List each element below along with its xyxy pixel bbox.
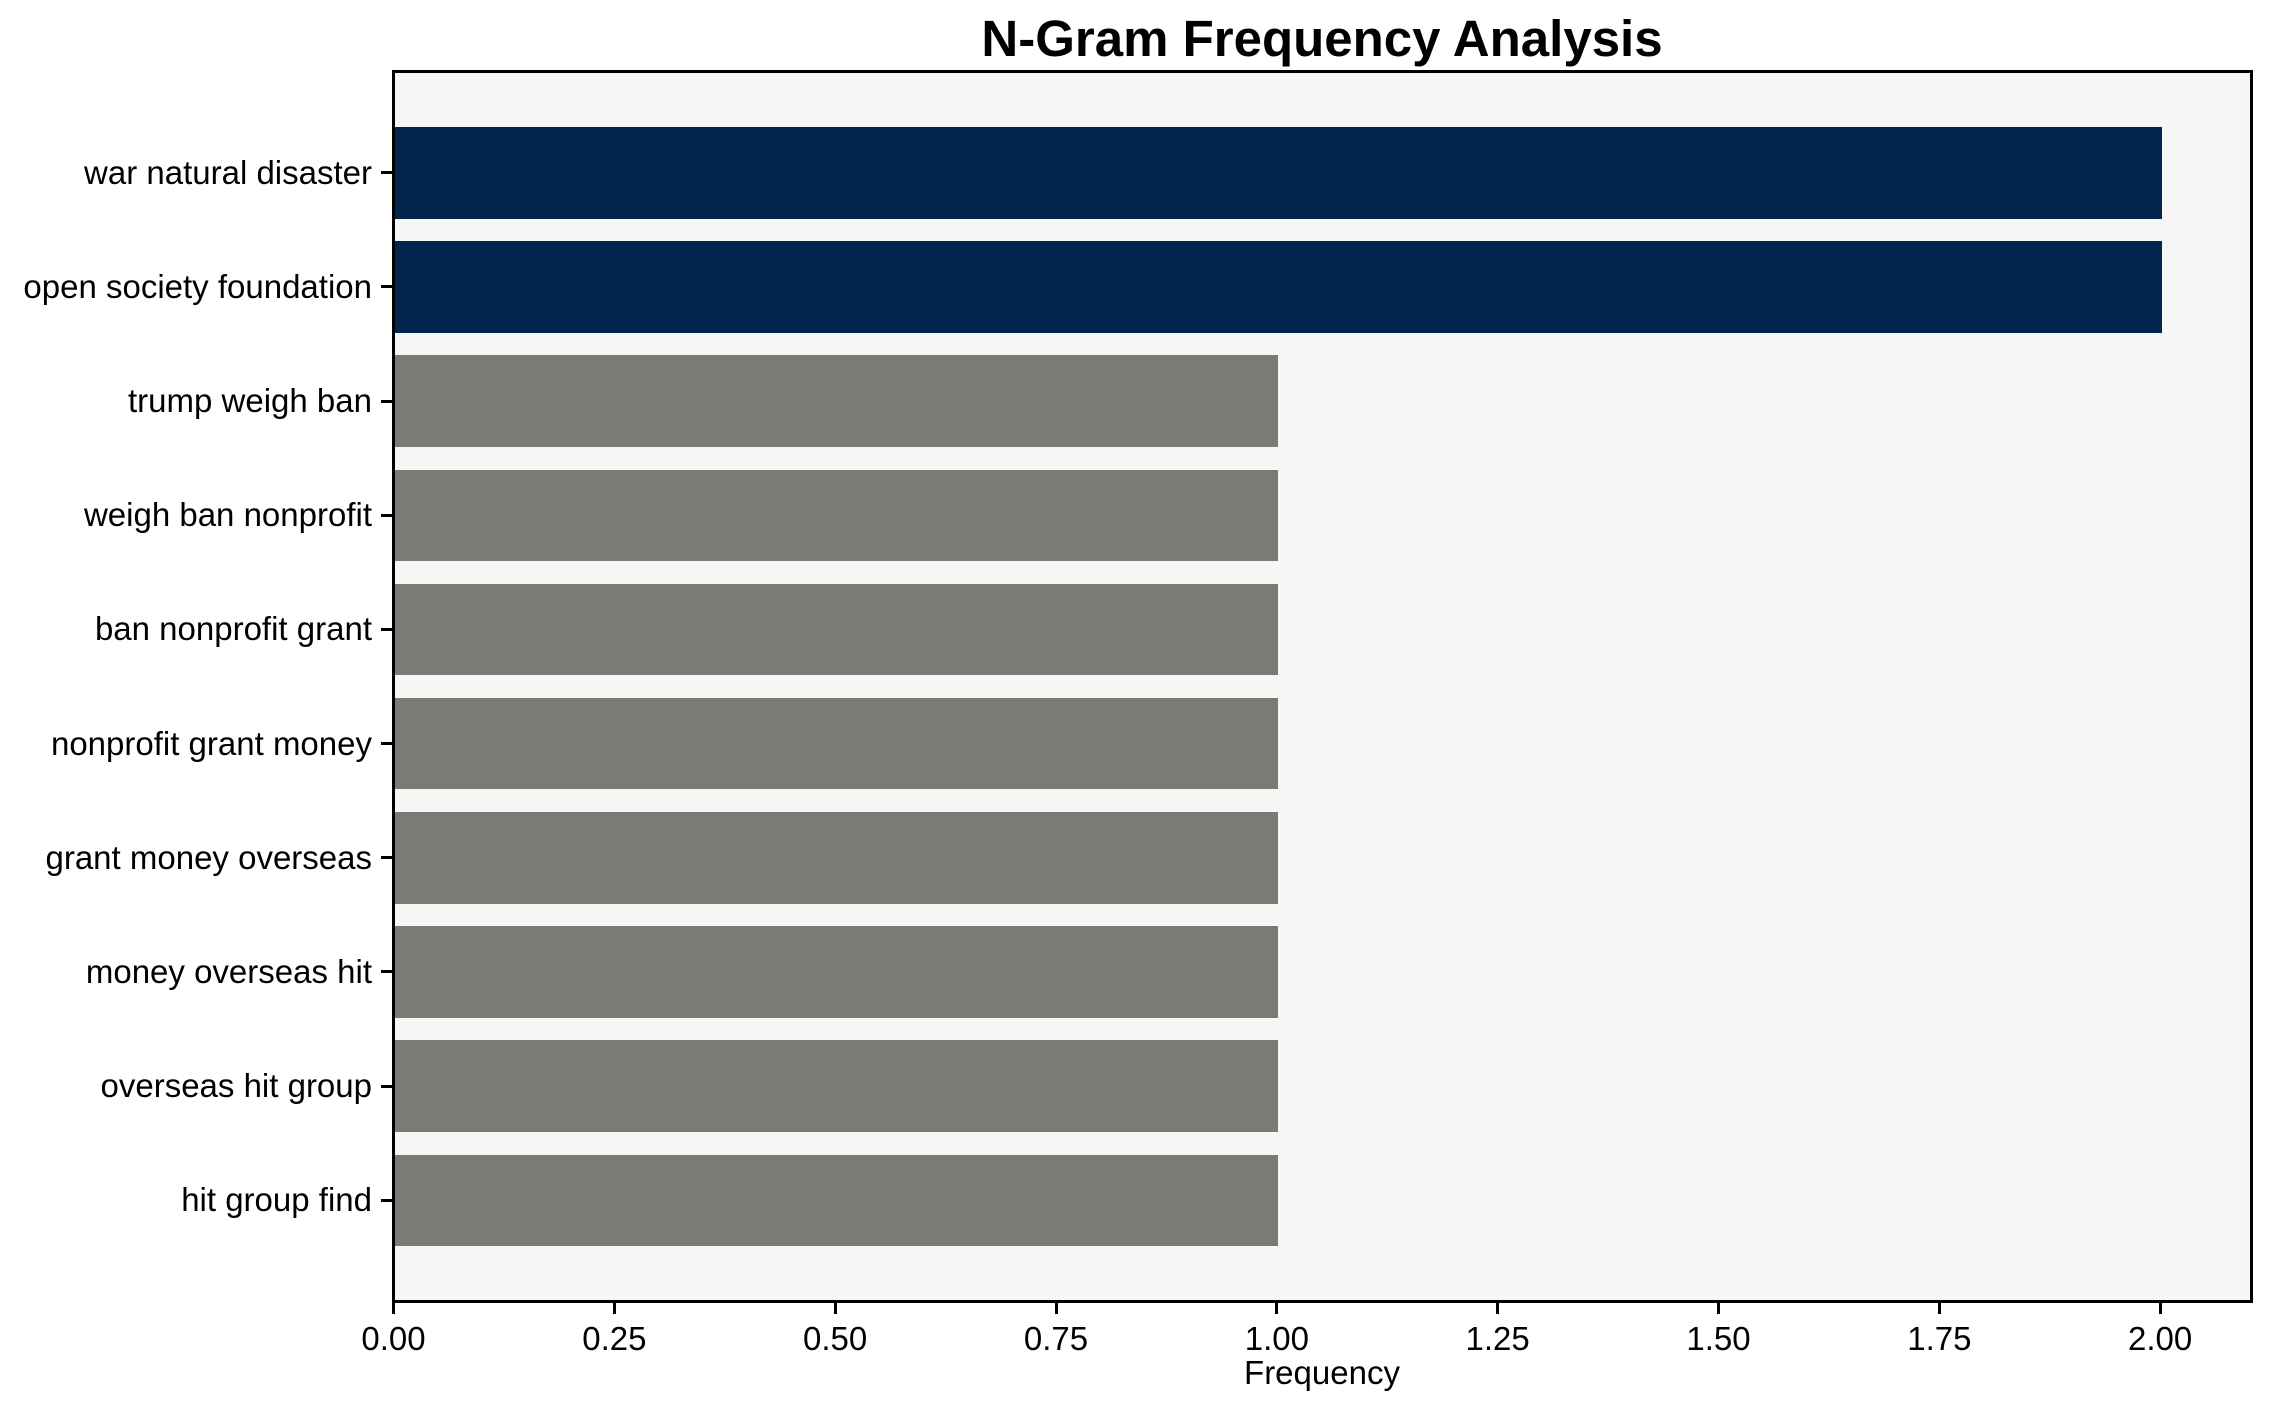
y-tick-label: trump weigh ban [128,382,372,420]
x-tick-label: 2.00 [2128,1320,2193,1357]
y-tick-mark [381,513,392,517]
x-axis-label: Frequency [1244,1354,1400,1391]
x-tick-label: 1.00 [1244,1320,1309,1357]
x-tick-label: 1.25 [1465,1320,1530,1357]
bar [395,355,1279,447]
y-tick-label: money overseas hit [85,952,372,990]
y-tick-mark [381,1198,392,1202]
y-tick-mark [381,1084,392,1088]
y-tick-label: ban nonprofit grant [94,610,372,648]
x-tick-label: 0.00 [361,1320,426,1357]
x-tick-label: 1.75 [1907,1320,1972,1357]
y-tick-mark [381,285,392,289]
x-tick-mark [1054,1303,1058,1314]
x-tick-mark [1937,1303,1941,1314]
x-tick-mark [1275,1303,1279,1314]
x-tick-mark [2158,1303,2162,1314]
y-tick-label: weigh ban nonprofit [83,496,372,534]
y-tick-label: grant money overseas [45,838,372,876]
x-tick-mark [392,1303,395,1314]
y-tick-label: war natural disaster [84,153,372,191]
bar [395,1040,1279,1132]
x-tick-mark [1717,1303,1720,1314]
bar [395,697,1279,790]
x-tick-mark [833,1303,837,1314]
bar [395,812,1279,904]
y-tick-label: open society foundation [23,267,372,305]
y-tick-mark [381,399,392,403]
y-tick-mark [381,627,392,631]
x-tick-label: 0.25 [582,1320,647,1357]
x-tick-label: 1.50 [1686,1320,1751,1357]
y-tick-mark [381,742,392,746]
y-tick-label: hit group find [181,1181,372,1219]
bar [395,926,1279,1018]
bar [395,127,2162,219]
bar [395,1154,1279,1246]
bar [395,469,1279,561]
chart-title: N-Gram Frequency Analysis [981,10,1663,67]
x-tick-label: 0.75 [1023,1320,1089,1357]
y-tick-label: nonprofit grant money [50,724,372,762]
y-tick-mark [381,970,392,974]
x-tick-label: 0.50 [803,1320,868,1357]
y-tick-label: overseas hit group [100,1067,373,1105]
x-tick-mark [612,1303,616,1314]
x-tick-mark [1496,1303,1500,1314]
y-tick-mark [381,171,392,175]
plot-area [392,70,2253,1303]
bar [395,241,2162,333]
y-tick-mark [381,856,392,860]
bar [395,583,1279,676]
